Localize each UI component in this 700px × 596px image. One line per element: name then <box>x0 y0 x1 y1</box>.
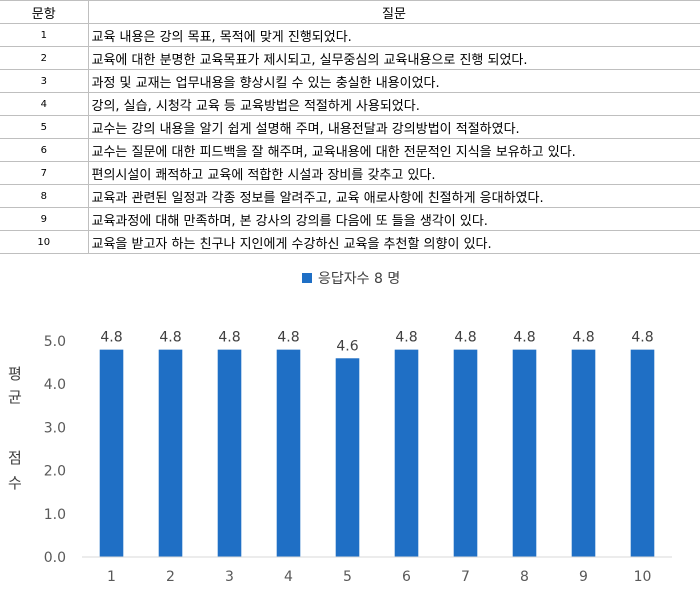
table-row: 10 교육을 받고자 하는 친구나 지인에게 수강하신 교육을 추천할 의향이 있… <box>0 230 700 254</box>
table-row: 1 교육 내용은 강의 목표, 목적에 맞게 진행되었다. <box>0 23 700 47</box>
data-labels: 4.8 4.8 4.8 4.8 4.6 4.8 4.8 4.8 4.8 4.8 <box>100 330 653 355</box>
data-label: 4.8 <box>395 330 417 346</box>
x-tick-label: 2 <box>166 569 175 585</box>
x-tick-label: 4 <box>284 569 293 585</box>
legend-label: 응답자수 8 명 <box>318 271 400 287</box>
question-text: 교육을 받고자 하는 친구나 지인에게 수강하신 교육을 추천할 의향이 있다. <box>88 230 700 254</box>
table-row: 9 교육과정에 대해 만족하며, 본 강사의 강의를 다음에 또 들을 생각이 있… <box>0 207 700 231</box>
legend-swatch <box>302 273 312 283</box>
bar <box>394 349 419 557</box>
bar <box>571 349 596 557</box>
table-row: 8 교육과 관련된 일정과 각종 정보를 알려주고, 교육 애로사항에 친절하게 … <box>0 184 700 208</box>
x-tick-label: 10 <box>634 569 652 585</box>
data-label: 4.8 <box>572 330 594 346</box>
question-number: 5 <box>0 115 89 139</box>
ylabel-line-4: 수 <box>8 474 22 492</box>
bar <box>453 349 478 557</box>
bar-chart: 응답자수 8 명 0.01.02.03.04.05.0 4.8 4.8 4.8 4.8… <box>44 271 672 585</box>
y-tick-label: 2.0 <box>44 464 66 480</box>
table-row: 6 교수는 질문에 대한 피드백을 잘 해주며, 교육내용에 대한 전문적인 지식… <box>0 138 700 162</box>
question-number: 6 <box>0 138 89 162</box>
bar <box>512 349 537 557</box>
bar <box>158 349 183 557</box>
x-tick-label: 3 <box>225 569 234 585</box>
question-text: 교육과 관련된 일정과 각종 정보를 알려주고, 교육 애로사항에 친절하게 응… <box>88 184 700 208</box>
data-label: 4.8 <box>277 330 299 346</box>
x-tick-label: 9 <box>579 569 588 585</box>
table-row: 2 교육에 대한 분명한 교육목표가 제시되고, 실무중심의 교육내용으로 진행 … <box>0 46 700 70</box>
header-num: 문항 <box>0 0 89 24</box>
question-text: 교수는 질문에 대한 피드백을 잘 해주며, 교육내용에 대한 전문적인 지식을… <box>88 138 700 162</box>
table-header-row: 문항 질문 <box>0 0 700 24</box>
question-text: 과정 및 교재는 업무내용을 향상시킬 수 있는 충실한 내용이었다. <box>88 69 700 93</box>
question-text: 편의시설이 쾌적하고 교육에 적합한 시설과 장비를 갖추고 있다. <box>88 161 700 185</box>
question-text: 교육에 대한 분명한 교육목표가 제시되고, 실무중심의 교육내용으로 진행 되… <box>88 46 700 70</box>
bar <box>99 349 124 557</box>
data-label: 4.8 <box>454 330 476 346</box>
y-tick-label: 3.0 <box>44 420 66 436</box>
bars <box>99 349 655 557</box>
y-tick-label: 4.0 <box>44 377 66 393</box>
question-number: 7 <box>0 161 89 185</box>
y-tick-label: 5.0 <box>44 334 66 350</box>
question-table: 문항 질문 1 교육 내용은 강의 목표, 목적에 맞게 진행되었다. 2 교육에 대… <box>0 0 700 254</box>
question-text: 교수는 강의 내용을 알기 쉽게 설명해 주며, 내용전달과 강의방법이 적절하… <box>88 115 700 139</box>
bar <box>335 358 360 557</box>
x-tick-label: 1 <box>107 569 116 585</box>
question-text: 교육 내용은 강의 목표, 목적에 맞게 진행되었다. <box>88 23 700 47</box>
bar <box>276 349 301 557</box>
question-number: 3 <box>0 69 89 93</box>
question-number: 1 <box>0 23 89 47</box>
x-tick-label: 6 <box>402 569 411 585</box>
header-question: 질문 <box>88 0 700 24</box>
bar <box>217 349 242 557</box>
question-text: 교육과정에 대해 만족하며, 본 강사의 강의를 다음에 또 들을 생각이 있다… <box>88 207 700 231</box>
ylabel-line-1: 평 <box>8 365 22 383</box>
ylabel-line-3: 점 <box>8 449 22 467</box>
data-label: 4.8 <box>159 330 181 346</box>
question-text: 강의, 실습, 시청각 교육 등 교육방법은 적절하게 사용되었다. <box>88 92 700 116</box>
table-row: 4 강의, 실습, 시청각 교육 등 교육방법은 적절하게 사용되었다. <box>0 92 700 116</box>
x-tick-label: 8 <box>520 569 529 585</box>
y-tick-label: 0.0 <box>44 550 66 566</box>
legend: 응답자수 8 명 <box>302 271 400 287</box>
ylabel-line-2: 균 <box>8 388 22 406</box>
data-label: 4.8 <box>100 330 122 346</box>
table-row: 7 편의시설이 쾌적하고 교육에 적합한 시설과 장비를 갖추고 있다. <box>0 161 700 185</box>
data-label: 4.8 <box>218 330 240 346</box>
table-row: 3 과정 및 교재는 업무내용을 향상시킬 수 있는 충실한 내용이었다. <box>0 69 700 93</box>
data-label: 4.8 <box>513 330 535 346</box>
x-axis: 1 2 3 4 5 6 7 8 9 10 <box>82 556 672 585</box>
bar <box>630 349 655 557</box>
y-tick-label: 1.0 <box>44 507 66 523</box>
question-number: 8 <box>0 184 89 208</box>
table-row: 5 교수는 강의 내용을 알기 쉽게 설명해 주며, 내용전달과 강의방법이 적절… <box>0 115 700 139</box>
x-tick-label: 7 <box>461 569 470 585</box>
data-label: 4.8 <box>631 330 653 346</box>
question-number: 10 <box>0 230 89 254</box>
data-label: 4.6 <box>336 338 358 354</box>
question-number: 2 <box>0 46 89 70</box>
question-number: 4 <box>0 92 89 116</box>
x-tick-label: 5 <box>343 569 352 585</box>
question-number: 9 <box>0 207 89 231</box>
y-axis: 0.0 1.0 2.0 3.0 4.0 5.0 <box>44 334 66 566</box>
